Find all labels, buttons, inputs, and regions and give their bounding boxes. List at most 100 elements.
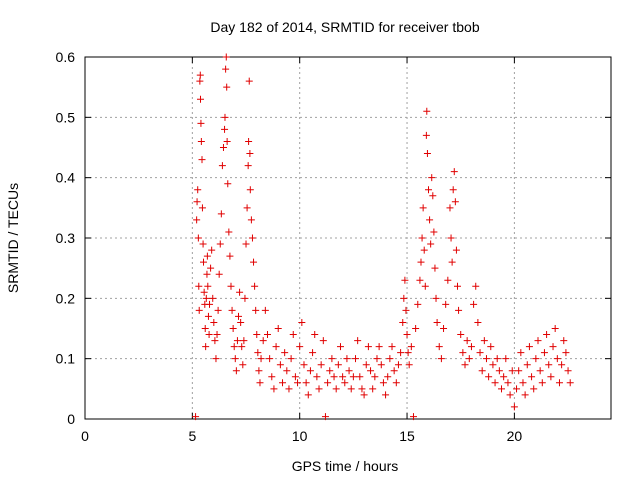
data-point	[530, 385, 538, 393]
data-point	[508, 367, 516, 375]
data-point	[343, 355, 351, 363]
data-point	[313, 373, 321, 381]
data-point	[230, 343, 238, 351]
data-point	[210, 318, 218, 326]
data-point	[222, 53, 230, 61]
data-point	[519, 379, 527, 387]
data-point	[429, 192, 437, 200]
data-point	[285, 385, 293, 393]
data-point	[457, 331, 465, 339]
data-point	[287, 355, 295, 363]
data-point	[433, 318, 441, 326]
data-point	[222, 65, 230, 73]
data-point	[482, 355, 490, 363]
data-point	[532, 355, 540, 363]
data-point	[317, 361, 325, 369]
data-point	[419, 204, 427, 212]
data-point	[485, 373, 493, 381]
data-point	[421, 282, 429, 290]
data-point	[217, 210, 225, 218]
data-point	[401, 276, 409, 284]
data-point	[196, 71, 204, 79]
data-point	[560, 337, 568, 345]
data-point	[360, 391, 368, 399]
data-point	[437, 355, 445, 363]
data-point	[463, 337, 471, 345]
data-point	[513, 385, 521, 393]
y-tick-label: 0.4	[56, 170, 76, 186]
data-point	[399, 318, 407, 326]
data-point	[253, 331, 261, 339]
data-point	[428, 174, 436, 182]
data-point	[534, 337, 542, 345]
data-point	[246, 150, 254, 158]
data-point	[356, 373, 364, 381]
data-point	[252, 306, 260, 314]
data-point	[228, 306, 236, 314]
data-point	[564, 367, 572, 375]
data-point	[311, 331, 319, 339]
data-point	[493, 355, 501, 363]
data-point	[241, 294, 249, 302]
data-point	[375, 343, 383, 351]
data-point	[422, 131, 430, 139]
data-point	[274, 325, 282, 332]
x-tick-label: 0	[81, 428, 89, 444]
y-tick-label: 0.3	[56, 230, 76, 246]
data-point	[417, 258, 425, 266]
data-point	[555, 379, 563, 387]
data-point	[328, 355, 336, 363]
data-point	[315, 385, 323, 393]
data-point	[202, 343, 210, 351]
data-point	[449, 186, 457, 194]
data-point	[226, 252, 234, 260]
data-point	[268, 373, 276, 381]
data-point	[243, 204, 251, 212]
data-point	[257, 355, 265, 363]
data-point	[300, 361, 308, 369]
data-point	[198, 156, 206, 164]
data-point	[336, 343, 344, 351]
data-point	[218, 162, 226, 170]
data-point	[238, 343, 246, 351]
data-point	[414, 300, 422, 308]
data-point	[440, 325, 448, 332]
data-point	[199, 240, 207, 248]
data-point	[566, 379, 574, 387]
data-point	[272, 343, 280, 351]
data-point	[276, 361, 284, 369]
data-point	[459, 349, 467, 357]
data-point	[231, 355, 239, 363]
data-point	[367, 367, 375, 375]
data-point	[435, 343, 443, 351]
data-point	[418, 234, 426, 242]
data-point	[193, 216, 201, 224]
x-tick-label: 10	[292, 428, 308, 444]
data-point	[229, 325, 237, 332]
data-point	[330, 373, 338, 381]
data-point	[197, 95, 205, 103]
data-point	[461, 361, 469, 369]
data-point	[423, 107, 431, 115]
data-point	[219, 144, 227, 151]
data-point	[202, 294, 210, 302]
data-point	[196, 77, 204, 85]
data-point	[294, 379, 302, 387]
x-tick-label: 15	[399, 428, 415, 444]
data-point	[495, 367, 503, 375]
data-point	[523, 361, 531, 369]
axis-ticks	[84, 56, 611, 420]
data-point	[240, 337, 248, 345]
data-point	[248, 234, 256, 242]
data-point	[390, 367, 398, 375]
data-point	[200, 288, 208, 296]
data-point	[326, 367, 334, 375]
data-point	[478, 367, 486, 375]
data-point	[425, 186, 433, 194]
data-point	[255, 367, 263, 375]
data-point	[362, 361, 370, 369]
y-tick-label: 0.2	[56, 290, 76, 306]
data-point	[242, 240, 250, 248]
data-point	[543, 331, 551, 339]
data-point	[302, 379, 310, 387]
